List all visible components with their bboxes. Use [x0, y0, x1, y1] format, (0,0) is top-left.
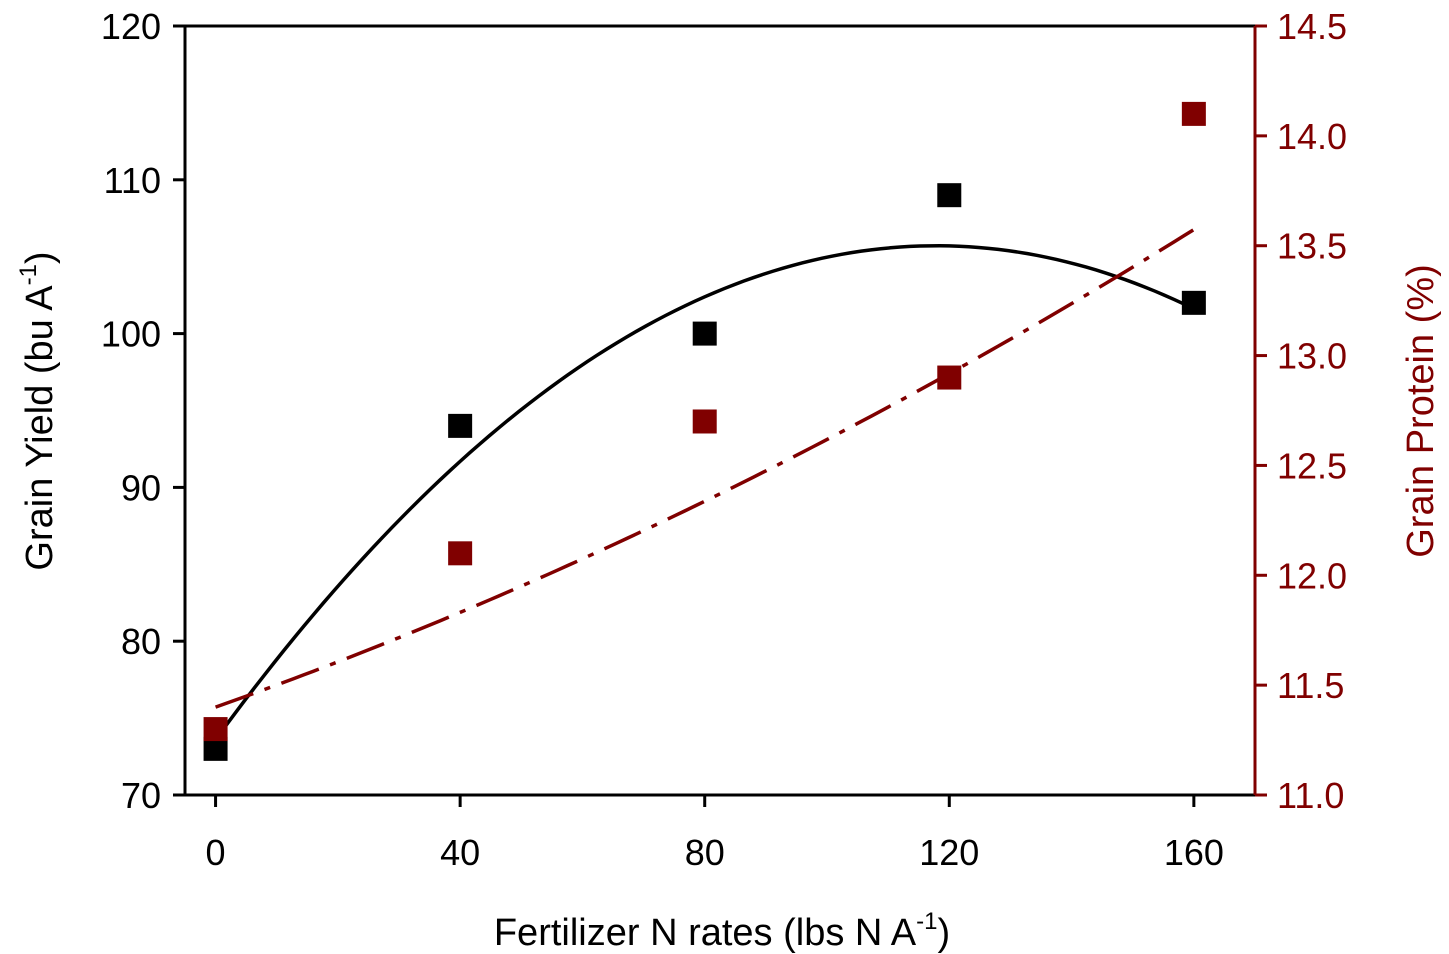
data-point-series-0 [448, 413, 473, 438]
data-point-series-0 [692, 321, 717, 346]
y-left-tick-label: 80 [121, 621, 161, 662]
y-right-tick-label: 11.5 [1277, 665, 1344, 706]
data-point-series-0 [1181, 290, 1206, 315]
data-point-series-0 [937, 183, 962, 208]
x-tick-label: 120 [919, 832, 979, 873]
y-left-tick-label: 100 [101, 314, 161, 355]
x-tick-label: 160 [1164, 832, 1224, 873]
x-tick-label: 40 [440, 832, 480, 873]
fit-line-series-0 [214, 244, 1195, 741]
data-point-series-1 [692, 409, 717, 434]
x-tick-label: 0 [206, 832, 226, 873]
y-right-tick-label: 12.0 [1277, 555, 1347, 596]
x-axis-title: Fertilizer N rates (lbs N A-1) [494, 908, 950, 954]
data-point-series-1 [448, 541, 473, 566]
axes [183, 24, 1257, 797]
y-right-tick-label: 13.0 [1277, 336, 1347, 377]
y-axis-right-title: Grain Protein (%) [1400, 264, 1442, 558]
y-right-tick-label: 14.5 [1277, 6, 1347, 47]
data-point-series-1 [1181, 101, 1206, 126]
y-right-tick-label: 14.0 [1277, 116, 1347, 157]
fit-lines [214, 228, 1195, 741]
data-point-series-1 [203, 717, 228, 742]
fit-line-series-1 [214, 228, 1195, 709]
y-right-tick-label: 12.5 [1277, 445, 1347, 486]
y-left-tick-label: 110 [104, 160, 161, 201]
data-points [203, 101, 1206, 761]
y-left-tick-label: 120 [101, 6, 161, 47]
y-left-tick-label: 90 [121, 467, 161, 508]
data-point-series-1 [937, 365, 962, 390]
x-tick-label: 80 [685, 832, 725, 873]
ticks: 0 40 80 120 160 70 80 90 100 110 120 11.0 11.5 12.0 12… [101, 6, 1347, 873]
y-right-tick-label: 11.0 [1277, 775, 1344, 816]
y-right-tick-label: 13.5 [1277, 226, 1347, 267]
y-left-tick-label: 70 [121, 775, 161, 816]
y-axis-left-title: Grain Yield (bu A-1) [15, 251, 61, 570]
